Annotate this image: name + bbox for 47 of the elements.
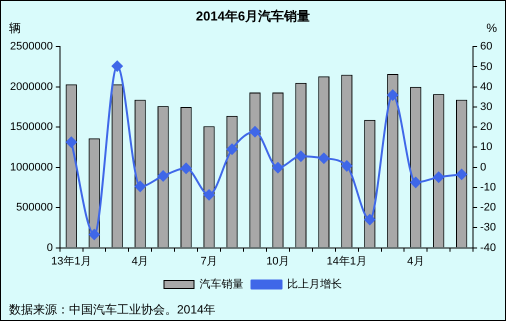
- point: [66, 136, 77, 148]
- point: [272, 162, 284, 174]
- y2-tick-label: -20: [480, 202, 496, 214]
- point: [295, 150, 306, 162]
- y-tick-label: 2000000: [10, 80, 53, 93]
- point: [433, 172, 444, 183]
- y2-axis-title: %: [486, 20, 498, 35]
- y2-tick-label: 10: [480, 141, 492, 154]
- point: [341, 160, 352, 172]
- y2-tick-label: -40: [480, 242, 496, 254]
- y-tick-label: 1000000: [10, 161, 53, 174]
- point: [249, 126, 260, 138]
- y-tick-label: 1500000: [10, 121, 53, 134]
- point: [204, 189, 215, 200]
- x-tick-label: 10月: [266, 255, 290, 268]
- point: [134, 180, 146, 192]
- y2-tick-label: -10: [480, 181, 496, 194]
- x-tick-label: 14年1月: [326, 255, 367, 268]
- y-axis-title: 辆: [9, 20, 21, 35]
- point: [226, 144, 238, 155]
- y2-tick-label: -30: [480, 222, 496, 234]
- y2-tick-label: 30: [480, 100, 492, 113]
- point: [364, 214, 376, 226]
- y2-tick-label: 60: [480, 40, 492, 53]
- y2-tick-label: 20: [480, 121, 492, 134]
- y-tick-label: 2500000: [10, 40, 53, 53]
- x-tick-label: 4月: [132, 255, 149, 268]
- y-tick-label: 0: [46, 242, 53, 254]
- point: [158, 170, 169, 182]
- point: [88, 229, 100, 240]
- y-tick-label: 500000: [16, 202, 53, 214]
- point: [410, 176, 422, 188]
- legend-label: 汽车销量: [200, 278, 244, 291]
- y2-tick-label: 50: [480, 60, 492, 73]
- x-tick-label: 7月: [200, 255, 218, 268]
- chart-title: 2014年6月汽车销量: [196, 8, 310, 24]
- point: [456, 168, 468, 180]
- point: [387, 90, 398, 101]
- y2-tick-label: 0: [480, 161, 486, 174]
- x-tick-label: 4月: [407, 255, 424, 268]
- point: [318, 152, 330, 164]
- legend-label: 比上月增长: [287, 278, 342, 291]
- point: [180, 162, 192, 174]
- y2-tick-label: 40: [480, 80, 492, 93]
- source-note: 数据来源：中国汽车工业协会。2014年: [9, 302, 216, 316]
- point: [112, 60, 123, 72]
- x-tick-label: 13年1月: [51, 255, 92, 268]
